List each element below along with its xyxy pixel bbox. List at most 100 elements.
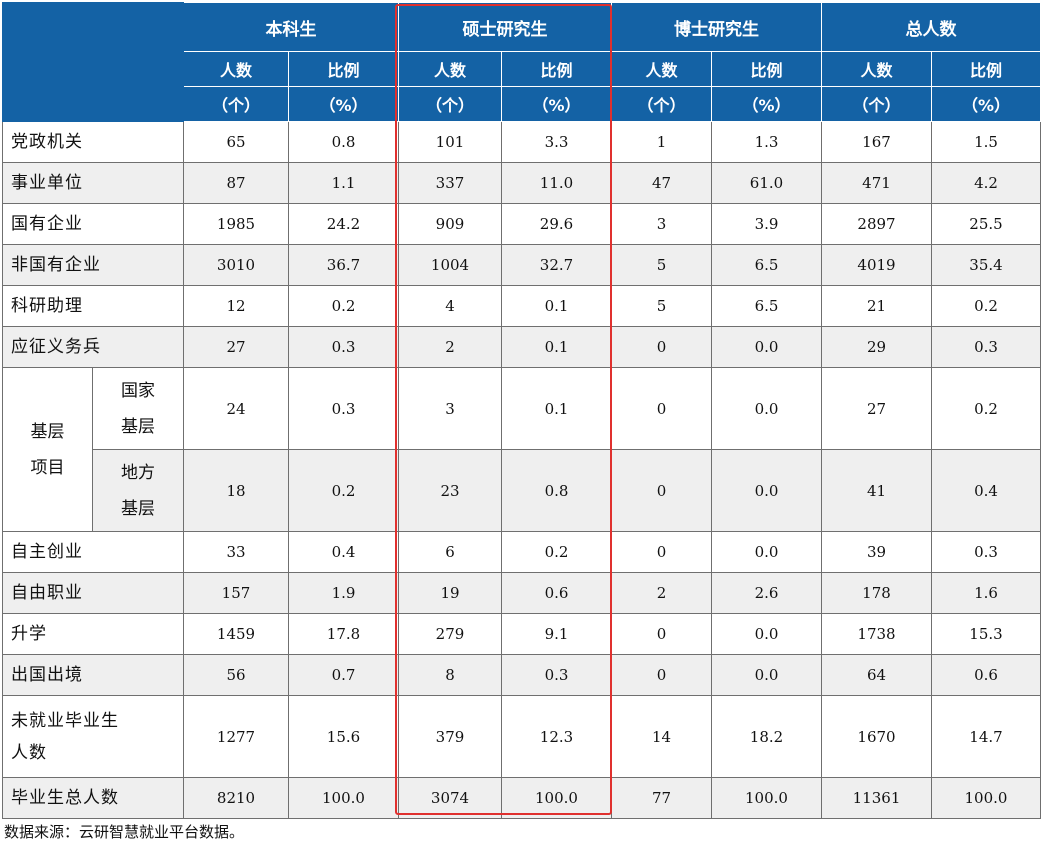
cell: 0.6 [501, 572, 612, 614]
cell: 1670 [821, 695, 932, 778]
cell: 18 [183, 449, 289, 532]
source-note: 数据来源：云研智慧就业平台数据。 [4, 823, 245, 841]
cell: 12.3 [501, 695, 612, 778]
cell: 2 [398, 326, 502, 368]
row-label: 升学 [2, 613, 184, 655]
cell: 0.3 [288, 367, 399, 450]
cell: 471 [821, 162, 932, 204]
cell: 21 [821, 285, 932, 327]
cell: 8 [398, 654, 502, 696]
cell: 39 [821, 531, 932, 573]
cell: 24.2 [288, 203, 399, 245]
cell: 61.0 [711, 162, 822, 204]
cell: 77 [611, 777, 712, 819]
cell: 0.8 [501, 449, 612, 532]
cell: 6.5 [711, 244, 822, 286]
row-label: 出国出境 [2, 654, 184, 696]
cell: 1.5 [931, 121, 1041, 163]
cell: 5 [611, 244, 712, 286]
row-label: 非国有企业 [2, 244, 184, 286]
cell: 24 [183, 367, 289, 450]
header-group-total: 总人数 [821, 2, 1041, 52]
header-group-undergrad: 本科生 [183, 2, 399, 52]
row-label: 毕业生总人数 [2, 777, 184, 819]
cell: 100.0 [931, 777, 1041, 819]
row-label: 未就业毕业生 人数 [2, 695, 184, 778]
cell: 3 [611, 203, 712, 245]
cell: 4019 [821, 244, 932, 286]
cell: 1277 [183, 695, 289, 778]
cell: 0.3 [931, 326, 1041, 368]
header-group-phd: 博士研究生 [611, 2, 822, 52]
table-row: 应征义务兵 27 0.3 2 0.1 0 0.0 29 0.3 [2, 326, 1041, 368]
cell: 0 [611, 531, 712, 573]
table-row: 未就业毕业生 人数 1277 15.6 379 12.3 14 18.2 167… [2, 695, 1041, 778]
cell: 0.1 [501, 326, 612, 368]
cell: 2.6 [711, 572, 822, 614]
table-row: 国有企业 1985 24.2 909 29.6 3 3.9 2897 25.5 [2, 203, 1041, 245]
cell: 47 [611, 162, 712, 204]
cell: 0 [611, 367, 712, 450]
cell: 0.3 [288, 326, 399, 368]
cell: 0 [611, 613, 712, 655]
cell: 65 [183, 121, 289, 163]
table-row: 毕业生总人数 8210 100.0 3074 100.0 77 100.0 11… [2, 777, 1041, 819]
cell: 14.7 [931, 695, 1041, 778]
header-unit-ratio: （%） [711, 86, 822, 122]
cell: 0.2 [501, 531, 612, 573]
cell: 0.0 [711, 326, 822, 368]
header-unit-count: （个） [611, 86, 712, 122]
cell: 0 [611, 654, 712, 696]
row-label: 自由职业 [2, 572, 184, 614]
cell: 23 [398, 449, 502, 532]
cell: 279 [398, 613, 502, 655]
employment-table: 本科生 硕士研究生 博士研究生 总人数 人数 比例 人数 比例 人数 比例 人数… [2, 2, 1041, 819]
cell: 100.0 [711, 777, 822, 819]
cell: 0.8 [288, 121, 399, 163]
cell: 6 [398, 531, 502, 573]
cell: 29 [821, 326, 932, 368]
cell: 56 [183, 654, 289, 696]
group-label-line1: 基层 [30, 421, 65, 442]
table-row: 党政机关 65 0.8 101 3.3 1 1.3 167 1.5 [2, 121, 1041, 163]
cell: 0.1 [501, 285, 612, 327]
table-row: 出国出境 56 0.7 8 0.3 0 0.0 64 0.6 [2, 654, 1041, 696]
cell: 14 [611, 695, 712, 778]
subrow-label: 地方 基层 [92, 449, 184, 532]
cell: 909 [398, 203, 502, 245]
header-ratio: 比例 [501, 51, 612, 87]
cell: 379 [398, 695, 502, 778]
cell: 3.3 [501, 121, 612, 163]
cell: 2897 [821, 203, 932, 245]
header-ratio: 比例 [931, 51, 1041, 87]
cell: 167 [821, 121, 932, 163]
cell: 157 [183, 572, 289, 614]
cell: 87 [183, 162, 289, 204]
cell: 1.9 [288, 572, 399, 614]
cell: 4.2 [931, 162, 1041, 204]
cell: 100.0 [501, 777, 612, 819]
header-count: 人数 [821, 51, 932, 87]
row-label: 国有企业 [2, 203, 184, 245]
cell: 11361 [821, 777, 932, 819]
table-header: 本科生 硕士研究生 博士研究生 总人数 人数 比例 人数 比例 人数 比例 人数… [2, 2, 1041, 122]
cell: 18.2 [711, 695, 822, 778]
cell: 17.8 [288, 613, 399, 655]
cell: 25.5 [931, 203, 1041, 245]
cell: 3010 [183, 244, 289, 286]
header-unit-count: （个） [398, 86, 502, 122]
cell: 27 [821, 367, 932, 450]
cell: 1738 [821, 613, 932, 655]
cell: 41 [821, 449, 932, 532]
header-count: 人数 [183, 51, 289, 87]
cell: 15.3 [931, 613, 1041, 655]
cell: 0 [611, 449, 712, 532]
cell: 0.3 [501, 654, 612, 696]
cell: 9.1 [501, 613, 612, 655]
header-count: 人数 [398, 51, 502, 87]
cell: 0.0 [711, 449, 822, 532]
cell: 1004 [398, 244, 502, 286]
subrow-label: 国家 基层 [92, 367, 184, 450]
cell: 0.3 [931, 531, 1041, 573]
cell: 178 [821, 572, 932, 614]
